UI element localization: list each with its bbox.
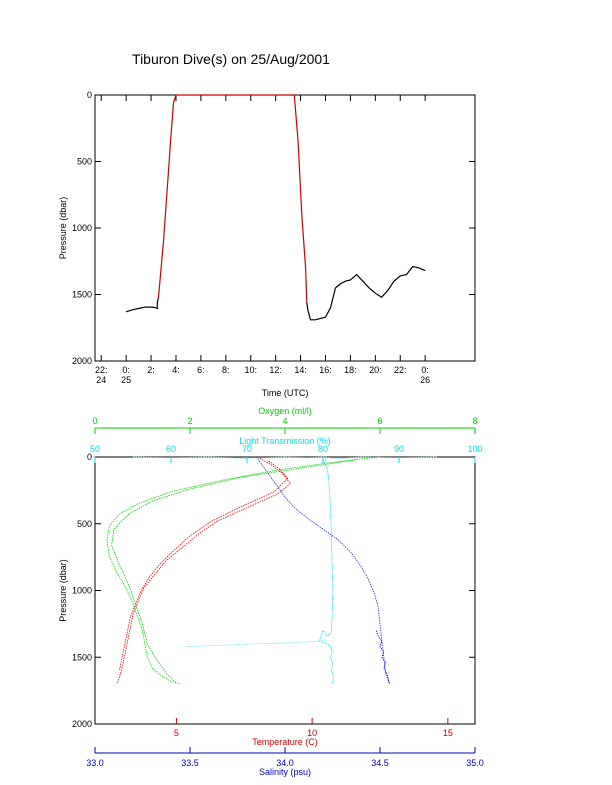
axis-tick-label-trans: 60 bbox=[166, 444, 176, 454]
axis-tick-label-trans: 70 bbox=[242, 444, 252, 454]
plot2-ytick-label: 0 bbox=[87, 452, 92, 462]
plot2-series-trans-7 bbox=[132, 456, 438, 459]
plot1-ytick-label: 500 bbox=[77, 157, 92, 167]
axis-tick-label-sal: 34.5 bbox=[371, 758, 389, 768]
plot1-xtick-label: 0: bbox=[421, 365, 429, 375]
plot1-xtick-label: 10: bbox=[244, 365, 257, 375]
plot1-xtick-label-day: 25 bbox=[121, 375, 131, 385]
axis-tick-label-temp: 5 bbox=[174, 728, 179, 738]
axis-tick-label-oxy: 0 bbox=[92, 416, 97, 426]
axis-tick-label-oxy: 8 bbox=[472, 416, 477, 426]
plot1-ytick-label: 2000 bbox=[72, 356, 92, 366]
axis-title-temp: Temperature (C) bbox=[252, 737, 318, 747]
axis-title-oxy: Oxygen (ml/l) bbox=[258, 406, 312, 416]
plot1-xtick-label: 22: bbox=[394, 365, 407, 375]
axis-tick-label-temp: 15 bbox=[443, 728, 453, 738]
plot1-xtick-label: 22: bbox=[95, 365, 108, 375]
plot1-xtick-label: 12: bbox=[269, 365, 282, 375]
axis-tick-label-sal: 35.0 bbox=[466, 758, 484, 768]
plot1-xtick-label: 6: bbox=[197, 365, 205, 375]
plot1-xlabel: Time (UTC) bbox=[262, 388, 309, 398]
axis-tick-label-trans: 50 bbox=[90, 444, 100, 454]
plot2-ytick-label: 1000 bbox=[72, 586, 92, 596]
plot1-series-1 bbox=[157, 94, 308, 303]
axis-title-trans: Light Transmission (%) bbox=[239, 436, 331, 446]
plot1-frame bbox=[94, 94, 476, 362]
axis-tick-label-trans: 100 bbox=[467, 444, 482, 454]
plot2-ytick-label: 1500 bbox=[72, 652, 92, 662]
axis-tick-label-trans: 80 bbox=[318, 444, 328, 454]
plot2-ytick-label: 500 bbox=[77, 519, 92, 529]
plot1-series-2 bbox=[306, 265, 426, 321]
plot2-series-temp-0 bbox=[116, 456, 291, 685]
plot2-series-trans-6 bbox=[318, 456, 335, 685]
plot2-series-sal-3 bbox=[375, 630, 390, 685]
plot2-series-trans-8 bbox=[186, 639, 327, 647]
plot1-xtick-label: 0: bbox=[122, 365, 130, 375]
plot1-ytick-label: 1500 bbox=[72, 290, 92, 300]
plot1-xtick-label-day: 24 bbox=[96, 375, 106, 385]
plot1-xtick-label: 18: bbox=[344, 365, 357, 375]
axis-title-sal: Salinity (psu) bbox=[259, 767, 311, 777]
plot2-series-temp-1 bbox=[119, 460, 289, 671]
axis-tick-label-oxy: 4 bbox=[282, 416, 287, 426]
plot1-xtick-label-day: 26 bbox=[420, 375, 430, 385]
chart-title: Tiburon Dive(s) on 25/Aug/2001 bbox=[132, 51, 330, 67]
axis-tick-label-oxy: 6 bbox=[377, 416, 382, 426]
axis-tick-label-temp: 10 bbox=[307, 728, 317, 738]
axis-tick-label-sal: 34.0 bbox=[276, 758, 294, 768]
axis-tick-label-sal: 33.0 bbox=[86, 758, 104, 768]
axis-tick-label-oxy: 2 bbox=[187, 416, 192, 426]
plot2-ylabel: Pressure (dbar) bbox=[58, 559, 68, 622]
axis-tick-label-sal: 33.5 bbox=[181, 758, 199, 768]
plot2-ytick-label: 2000 bbox=[72, 719, 92, 729]
plot2-series-sal-2 bbox=[256, 456, 390, 685]
plot2-series-oxy-5 bbox=[111, 459, 357, 683]
plot1-xtick-label: 16: bbox=[319, 365, 332, 375]
plot1-ytick-label: 1000 bbox=[72, 223, 92, 233]
plot1-xtick-label: 4: bbox=[172, 365, 180, 375]
plot2-frame bbox=[94, 456, 476, 725]
axis-tick-label-trans: 90 bbox=[394, 444, 404, 454]
plot1-ytick-label: 0 bbox=[87, 90, 92, 100]
plot1-xtick-label: 8: bbox=[222, 365, 230, 375]
plot2-series-oxy-4 bbox=[106, 456, 381, 685]
plot1-ylabel: Pressure (dbar) bbox=[58, 197, 68, 260]
plot1-xtick-label: 14: bbox=[294, 365, 307, 375]
plot1-xtick-label: 20: bbox=[369, 365, 382, 375]
plot1-series-0 bbox=[125, 297, 160, 313]
plot1-xtick-label: 2: bbox=[147, 365, 155, 375]
